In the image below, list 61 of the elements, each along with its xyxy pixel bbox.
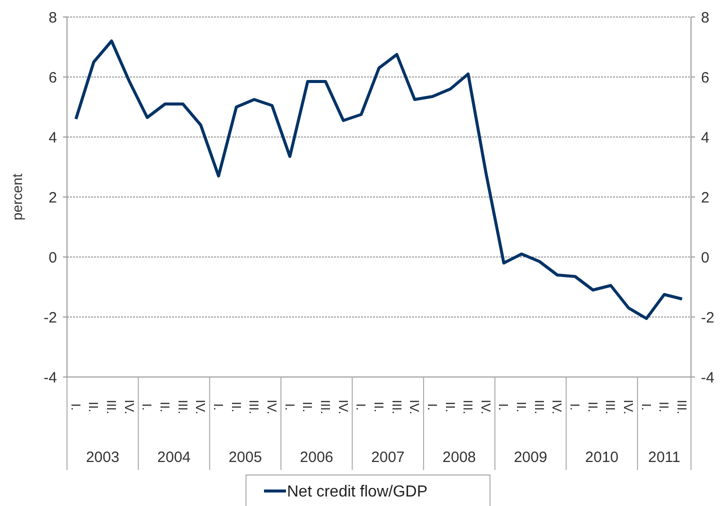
text: 2005	[228, 449, 262, 466]
x-tick-label: II.	[158, 402, 173, 412]
text: 2010	[585, 449, 619, 466]
y2-tick-label: 6	[701, 69, 710, 86]
y2-tick-label: 2	[701, 189, 710, 206]
x-tick-label: III.	[318, 400, 333, 414]
x-tick-label: III.	[389, 400, 404, 414]
x-tick-label: II.	[585, 402, 600, 412]
x-tick-label: IV.	[550, 400, 565, 414]
y-tick-label: 6	[48, 69, 57, 86]
legend-label: Net credit flow/GDP	[287, 484, 428, 501]
x-tick-label: III.	[532, 400, 547, 414]
x-tick-label: II.	[514, 402, 530, 412]
x-tick-label: IV.	[478, 400, 494, 414]
x-tick-label: III.	[104, 400, 120, 414]
x-tick-label: III.	[603, 400, 618, 414]
text: 2003	[86, 449, 120, 466]
y2-tick-label: 4	[701, 129, 710, 146]
text: 2007	[371, 449, 405, 466]
x-tick-label: IV.	[336, 400, 351, 414]
line-series	[74, 40, 684, 320]
x-tick-label: I.	[568, 403, 583, 411]
x-tick-label: IV.	[621, 400, 636, 414]
x-tick-label: II.	[656, 402, 672, 412]
x-tick-label: II.	[228, 402, 244, 412]
x-tick-label: III.	[674, 400, 690, 414]
text: 2011	[648, 449, 680, 466]
x-tick-label: III.	[460, 400, 476, 414]
y2-tick-label: 0	[701, 249, 710, 266]
text: 2008	[442, 449, 476, 466]
x-tick-label: II.	[442, 402, 458, 412]
text: 2006	[300, 449, 334, 466]
x-tick-label: III.	[175, 400, 190, 414]
x-tick-label: II.	[86, 402, 102, 412]
x-tick-label: I.	[424, 403, 440, 411]
x-tick-label: I.	[496, 403, 512, 411]
y2-tick-label: 8	[701, 9, 710, 26]
y-tick-label: 0	[48, 249, 57, 266]
x-tick-label: IV.	[264, 400, 280, 414]
x-tick-label: I.	[282, 403, 298, 411]
y-tick-label: -4	[44, 369, 57, 386]
x-tick-label: I.	[638, 403, 654, 411]
text: 2004	[157, 449, 191, 466]
y-tick-label: 2	[48, 189, 57, 206]
y-axis-title: percent	[9, 174, 25, 220]
x-tick-label: III.	[246, 400, 262, 414]
x-tick-label: II.	[300, 402, 316, 412]
y-tick-label: 8	[48, 9, 57, 26]
text: 2009	[514, 449, 548, 466]
x-tick-label: IV.	[193, 400, 208, 414]
x-tick-label: I.	[210, 403, 226, 411]
y2-tick-label: -4	[701, 369, 714, 386]
x-tick-label: IV.	[407, 400, 422, 414]
y2-tick-label: -2	[701, 309, 714, 326]
y-tick-label: 4	[48, 129, 57, 146]
x-tick-label: IV.	[122, 400, 137, 414]
y-tick-label: -2	[44, 309, 57, 326]
x-tick-label: I.	[68, 403, 84, 411]
x-tick-label: I.	[140, 403, 155, 411]
x-tick-label: I.	[354, 403, 369, 411]
x-tick-label: II.	[371, 402, 386, 412]
